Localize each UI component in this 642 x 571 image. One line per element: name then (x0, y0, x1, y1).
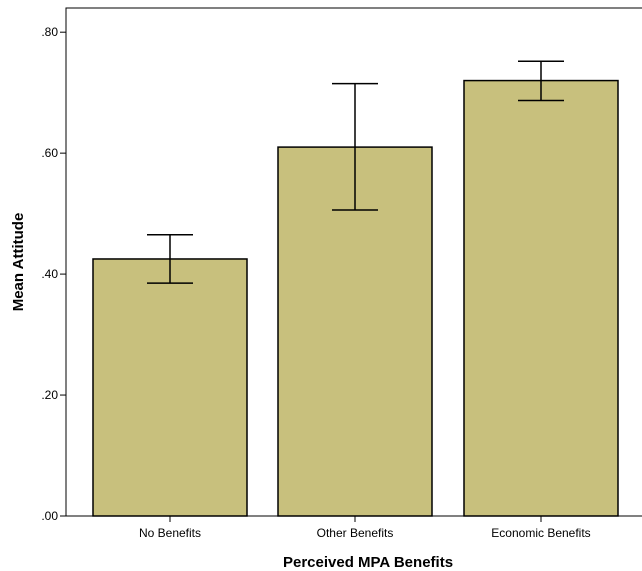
x-tick-label: No Benefits (139, 526, 201, 540)
y-tick-label: .20 (41, 388, 58, 402)
y-tick-label: .80 (41, 25, 58, 39)
x-tick-label: Other Benefits (317, 526, 394, 540)
y-axis-title: Mean Attitude (10, 213, 27, 312)
y-tick-label: .00 (41, 509, 58, 523)
bar (463, 79, 619, 517)
bar (92, 258, 248, 517)
y-axis: .00 .20 .40 .60 .80 (41, 25, 66, 523)
y-tick-label: .60 (41, 146, 58, 160)
error-bars-layer (147, 60, 564, 284)
x-axis: No Benefits Other Benefits Economic Benefi… (139, 516, 591, 540)
x-axis-title: Perceived MPA Benefits (283, 554, 453, 571)
y-tick-label: .40 (41, 267, 58, 281)
x-tick-label: Economic Benefits (491, 526, 590, 540)
